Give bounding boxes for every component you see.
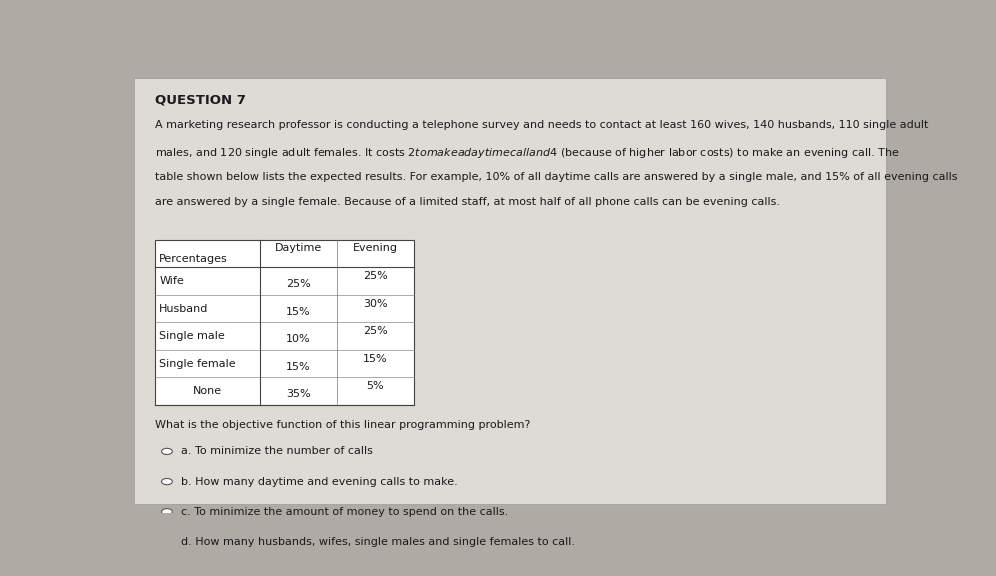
Text: b. How many daytime and evening calls to make.: b. How many daytime and evening calls to…	[181, 476, 457, 487]
Circle shape	[161, 479, 172, 484]
Text: 25%: 25%	[363, 271, 387, 281]
Text: Wife: Wife	[159, 276, 184, 286]
Text: None: None	[193, 386, 222, 396]
Text: What is the objective function of this linear programming problem?: What is the objective function of this l…	[155, 420, 531, 430]
Text: males, and 120 single adult females. It costs $2 to make a daytime call and $4 (: males, and 120 single adult females. It …	[155, 146, 900, 160]
Text: A marketing research professor is conducting a telephone survey and needs to con: A marketing research professor is conduc…	[155, 120, 928, 130]
Text: QUESTION 7: QUESTION 7	[155, 93, 246, 107]
Text: Single male: Single male	[159, 331, 225, 341]
Text: Percentages: Percentages	[159, 254, 228, 264]
Text: Single female: Single female	[159, 359, 236, 369]
Text: Daytime: Daytime	[275, 243, 322, 253]
Text: c. To minimize the amount of money to spend on the calls.: c. To minimize the amount of money to sp…	[181, 507, 508, 517]
Circle shape	[161, 448, 172, 454]
Text: are answered by a single female. Because of a limited staff, at most half of all: are answered by a single female. Because…	[155, 198, 781, 207]
Text: 35%: 35%	[286, 389, 311, 399]
Text: d. How many husbands, wifes, single males and single females to call.: d. How many husbands, wifes, single male…	[181, 537, 575, 547]
Text: 25%: 25%	[286, 279, 311, 289]
FancyBboxPatch shape	[133, 78, 886, 504]
Text: 25%: 25%	[363, 326, 387, 336]
Text: a. To minimize the number of calls: a. To minimize the number of calls	[181, 446, 373, 456]
Text: Evening: Evening	[353, 243, 397, 253]
Text: Husband: Husband	[159, 304, 208, 313]
Text: 30%: 30%	[364, 299, 387, 309]
Circle shape	[161, 539, 172, 545]
Circle shape	[161, 509, 172, 515]
Text: 15%: 15%	[286, 362, 311, 372]
FancyBboxPatch shape	[155, 240, 414, 405]
Text: table shown below lists the expected results. For example, 10% of all daytime ca: table shown below lists the expected res…	[155, 172, 958, 181]
Text: 15%: 15%	[364, 354, 387, 363]
Text: 5%: 5%	[367, 381, 384, 391]
Text: 15%: 15%	[286, 307, 311, 317]
Text: 10%: 10%	[286, 335, 311, 344]
